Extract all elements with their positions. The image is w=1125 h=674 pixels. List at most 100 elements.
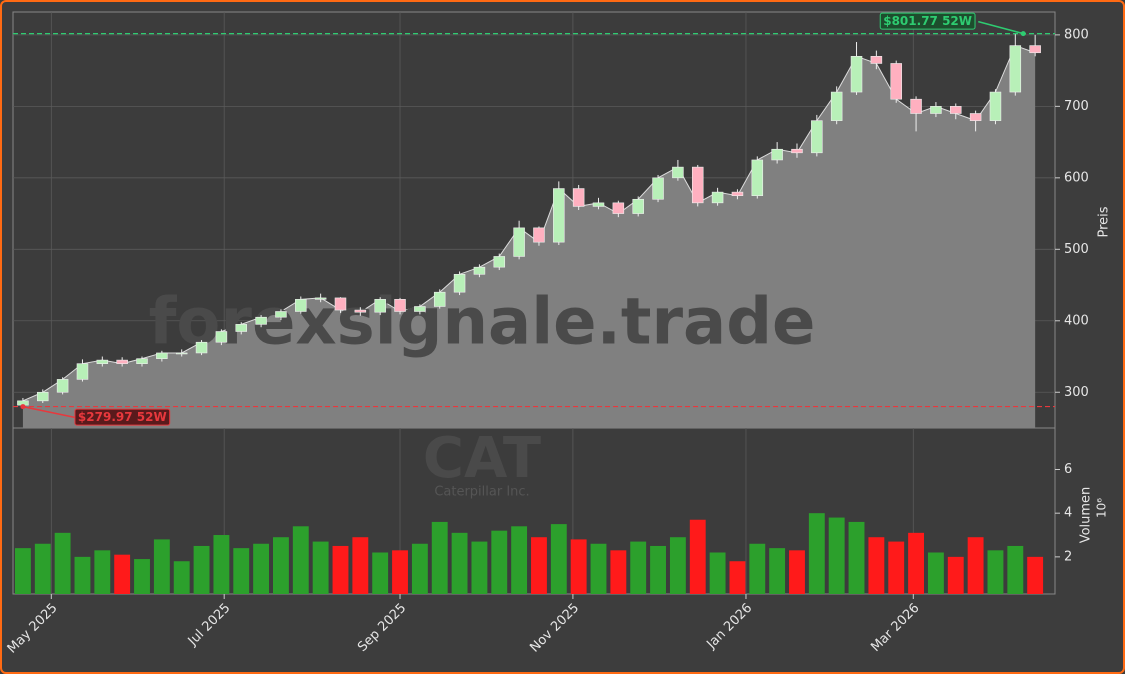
- candle-body: [989, 91, 1002, 121]
- candle-body: [950, 106, 962, 114]
- volume-bar: [848, 521, 865, 594]
- volume-bar: [590, 543, 607, 594]
- candle-body: [314, 297, 327, 300]
- volume-bar: [213, 535, 230, 594]
- candle-body: [1029, 45, 1041, 54]
- volume-bar: [491, 530, 508, 594]
- volume-bar: [927, 552, 944, 594]
- x-tick-label: Jul 2025: [185, 601, 234, 650]
- volume-bar: [709, 552, 726, 594]
- y-tick-label: 600: [1064, 170, 1089, 185]
- candle-body: [751, 159, 764, 196]
- candle-body: [453, 274, 466, 293]
- volume-bar: [451, 532, 468, 594]
- level-label-box: [74, 408, 171, 426]
- candle-body: [37, 391, 49, 402]
- volume-bar: [689, 519, 706, 594]
- candle-body: [910, 98, 922, 114]
- volume-bar: [233, 548, 250, 594]
- volume-bar: [868, 537, 885, 594]
- volume-bar: [114, 554, 131, 594]
- volume-bar: [173, 561, 190, 594]
- candle-body: [195, 341, 208, 354]
- y-axis-label: Preis: [1097, 206, 1112, 237]
- volume-bar: [511, 526, 528, 594]
- volume-bar: [947, 556, 964, 594]
- candle-body: [731, 191, 744, 196]
- level-arrow: [22, 405, 77, 419]
- candle-body: [652, 177, 664, 200]
- volume-bar: [967, 537, 984, 594]
- volume-bar: [273, 537, 289, 594]
- candle-body: [473, 266, 486, 275]
- volume-bar: [610, 550, 627, 594]
- candle-body: [255, 316, 267, 325]
- volume-bar: [312, 541, 329, 594]
- candle-body: [295, 299, 307, 312]
- volume-bar: [789, 550, 805, 594]
- x-tick-label: Mar 2026: [868, 601, 922, 655]
- volume-bar: [193, 545, 210, 594]
- volume-bar: [808, 513, 825, 594]
- volume-bar: [14, 548, 31, 594]
- candle-body: [969, 113, 982, 121]
- volume-bar: [630, 541, 647, 594]
- candle-body: [394, 299, 406, 312]
- level-arrow: [978, 20, 1024, 35]
- x-tick-label: May 2025: [5, 601, 61, 657]
- volume-tick-label: 4: [1064, 506, 1072, 521]
- candle-body: [830, 91, 843, 121]
- level-point: [1020, 31, 1026, 37]
- candle-body: [275, 311, 287, 318]
- volume-bar: [1027, 556, 1044, 594]
- volume-bar: [34, 543, 51, 594]
- candle-body: [870, 56, 883, 64]
- x-tick-label: Jan 2026: [703, 601, 755, 653]
- level-label-box: [879, 12, 976, 30]
- volume-bar: [253, 543, 270, 594]
- candle-body: [890, 63, 902, 100]
- volume-bar: [74, 556, 91, 594]
- volume-bar: [769, 548, 786, 594]
- candle-body: [672, 166, 684, 179]
- candle-body: [116, 359, 128, 364]
- candle-body: [930, 106, 942, 114]
- volume-bar: [749, 543, 766, 594]
- watermark: forexsignale.trade: [149, 286, 816, 360]
- candle-body: [811, 120, 823, 154]
- candle-body: [433, 291, 446, 307]
- close-line: [22, 44, 1036, 402]
- volume-bar: [332, 545, 349, 594]
- candle-body: [136, 358, 148, 364]
- candle-body: [553, 188, 565, 243]
- candle-body: [572, 188, 585, 207]
- level-point: [20, 404, 26, 410]
- volume-bar: [908, 532, 925, 594]
- company-watermark: Caterpillar Inc.: [434, 485, 529, 500]
- x-tick-label: Nov 2025: [527, 601, 582, 656]
- candle-body: [96, 359, 109, 364]
- volume-bar: [828, 517, 845, 594]
- candle-body: [374, 299, 386, 313]
- candle-body: [235, 324, 248, 332]
- volume-tick-label: 2: [1064, 549, 1072, 564]
- volume-axis-label: Volumen: [1079, 487, 1094, 544]
- candle-body: [533, 227, 545, 243]
- candle-body: [76, 363, 89, 380]
- ticker-watermark: CAT: [423, 426, 541, 491]
- volume-tick-label: 6: [1064, 462, 1072, 477]
- candle-body: [215, 331, 228, 343]
- candle-body: [691, 166, 704, 204]
- candle-body: [354, 309, 367, 313]
- candle-body: [791, 148, 803, 154]
- candle-body: [771, 148, 783, 161]
- y-tick-label: 700: [1064, 99, 1089, 114]
- candle-body: [493, 256, 506, 268]
- level-label: $279.97 52W: [78, 410, 167, 424]
- volume-bar: [531, 537, 547, 594]
- candle-body: [513, 227, 525, 257]
- candle-body: [1009, 45, 1022, 93]
- candle-body: [414, 306, 426, 312]
